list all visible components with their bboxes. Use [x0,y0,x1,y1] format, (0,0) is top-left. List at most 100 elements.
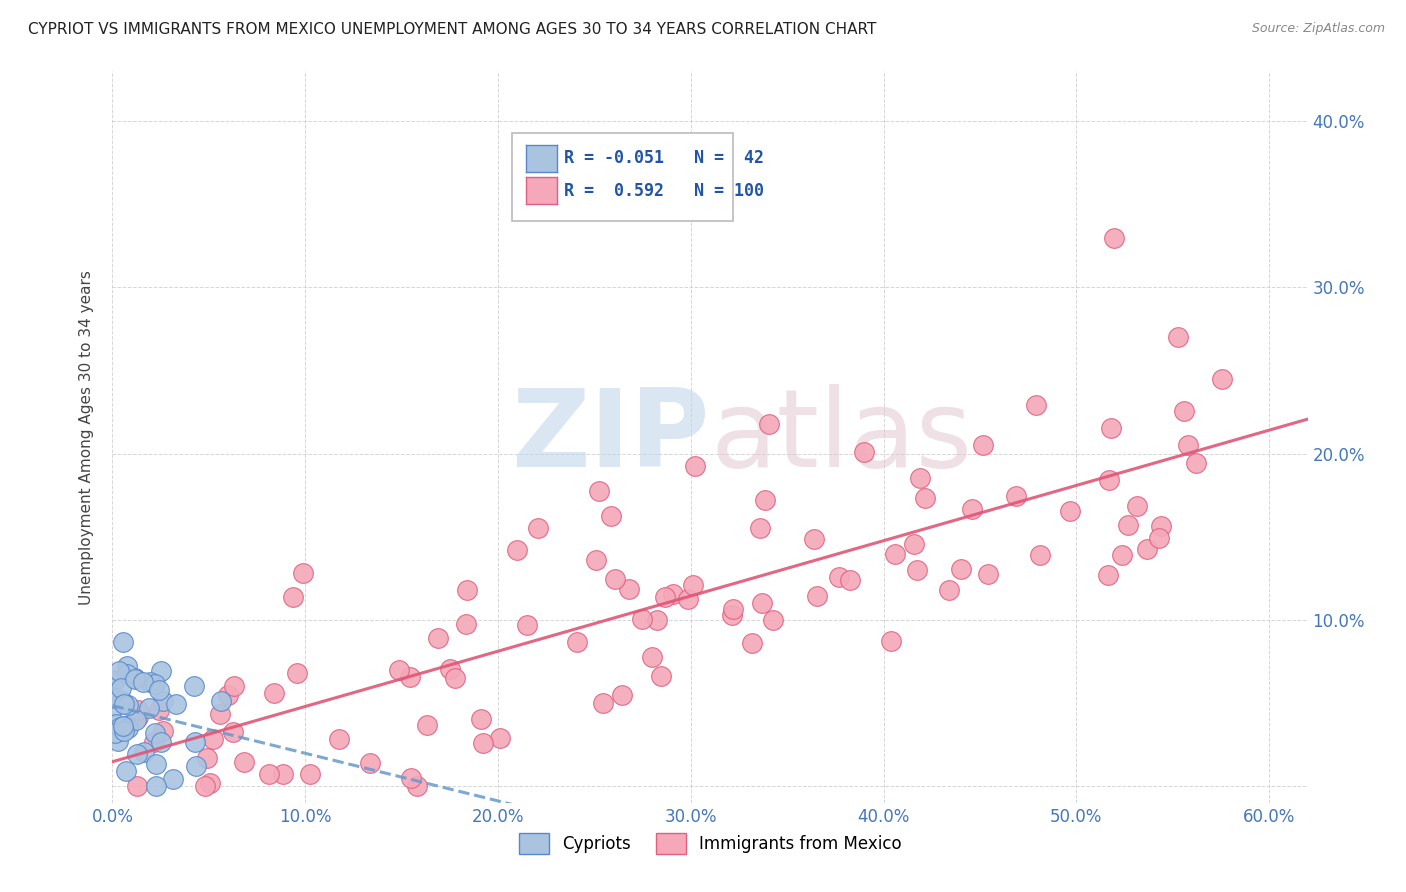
Point [359,756,381,771]
Point [195,751,218,765]
Point [124,672,146,686]
Point [112,634,135,648]
Point [209,694,232,708]
Point [1099,421,1122,435]
Point [1185,456,1208,470]
Point [472,736,495,750]
Point [645,613,668,627]
Point [1150,518,1173,533]
Point [976,566,998,581]
Point [104,717,127,731]
Point [104,673,127,687]
Text: atlas: atlas [710,384,972,490]
Point [721,601,744,615]
Point [972,438,994,452]
Point [631,612,654,626]
Point [443,671,465,685]
Point [233,755,256,769]
Point [127,709,149,723]
Point [960,501,983,516]
Point [138,701,160,715]
Point [132,745,155,759]
Point [603,572,626,586]
Point [125,779,148,793]
Point [202,731,225,746]
Point [271,767,294,781]
Point [111,719,134,733]
Point [641,649,664,664]
Point [828,570,851,584]
Point [908,471,931,485]
Legend: Cypriots, Immigrants from Mexico: Cypriots, Immigrants from Mexico [512,827,908,860]
Point [678,591,700,606]
Point [143,734,166,748]
Point [139,675,162,690]
Point [1147,531,1170,545]
Point [399,771,422,785]
Point [125,747,148,761]
Text: CYPRIOT VS IMMIGRANTS FROM MEXICO UNEMPLOYMENT AMONG AGES 30 TO 34 YEARS CORRELA: CYPRIOT VS IMMIGRANTS FROM MEXICO UNEMPL… [28,22,876,37]
Point [150,664,173,678]
Point [328,732,350,747]
Point [454,616,477,631]
Point [125,713,148,727]
Point [145,779,167,793]
Point [650,668,672,682]
Point [682,577,704,591]
Point [184,735,207,749]
Text: Source: ZipAtlas.com: Source: ZipAtlas.com [1251,22,1385,36]
Point [117,721,139,735]
Point [104,690,127,705]
Point [1125,500,1147,514]
Point [200,776,222,790]
Point [600,508,623,523]
Point [152,723,174,738]
Point [148,703,170,717]
Point [388,663,411,677]
Point [115,719,138,733]
Point [1059,504,1081,518]
Point [762,613,785,627]
Point [285,666,308,681]
Point [112,724,135,739]
Point [1111,548,1133,562]
Point [1025,398,1047,412]
Point [281,591,304,605]
Point [516,618,538,632]
Text: R =  0.592   N = 100: R = 0.592 N = 100 [564,182,763,200]
Point [1173,403,1195,417]
Point [143,677,166,691]
Point [110,681,132,696]
Point [456,582,478,597]
Text: ZIP: ZIP [512,384,710,490]
Point [405,779,427,793]
Point [152,694,174,708]
Point [165,697,187,711]
Point [903,537,925,551]
Point [104,726,127,740]
Point [883,548,905,562]
Point [585,553,607,567]
Point [416,718,439,732]
Point [880,634,903,648]
Point [470,712,492,726]
Point [115,667,138,681]
Point [184,759,207,773]
Point [567,635,589,649]
Point [758,417,780,432]
Point [426,632,449,646]
Point [299,767,322,781]
Point [292,566,315,581]
Point [117,698,139,712]
Point [222,680,245,694]
Point [124,671,146,685]
Point [194,779,217,793]
Point [806,590,828,604]
Point [183,679,205,693]
Point [209,707,232,722]
Point [1116,517,1139,532]
Point [148,683,170,698]
Y-axis label: Unemployment Among Ages 30 to 34 years: Unemployment Among Ages 30 to 34 years [79,269,94,605]
Point [127,703,149,717]
Point [132,675,155,690]
